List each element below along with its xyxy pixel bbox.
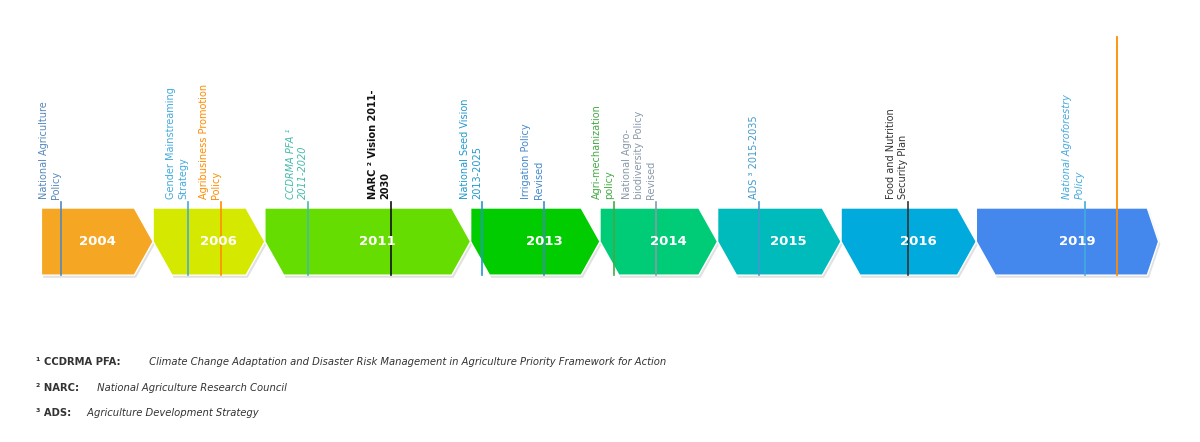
Text: National Seed Vision
2013-2025: National Seed Vision 2013-2025 xyxy=(460,99,482,199)
Text: 2014: 2014 xyxy=(650,235,686,248)
Text: NARC ² Vision 2011-
2030: NARC ² Vision 2011- 2030 xyxy=(368,90,391,199)
Text: Agribusiness Promotion
Policy: Agribusiness Promotion Policy xyxy=(199,84,221,199)
Text: ADS ³ 2015-2035: ADS ³ 2015-2035 xyxy=(749,116,758,199)
Polygon shape xyxy=(155,210,266,278)
Text: 2013: 2013 xyxy=(527,235,563,248)
Polygon shape xyxy=(978,210,1160,278)
Text: Gender Mainstreaming
Strategy: Gender Mainstreaming Strategy xyxy=(166,88,188,199)
Polygon shape xyxy=(473,210,601,278)
Polygon shape xyxy=(42,208,154,275)
Polygon shape xyxy=(719,210,842,278)
Text: Agriculture Development Strategy: Agriculture Development Strategy xyxy=(84,408,258,418)
Polygon shape xyxy=(266,210,473,278)
Polygon shape xyxy=(842,210,978,278)
Text: ¹ CCDRMA PFA:: ¹ CCDRMA PFA: xyxy=(36,358,120,367)
Polygon shape xyxy=(600,208,718,275)
Text: National Agriculture Research Council: National Agriculture Research Council xyxy=(94,383,287,392)
Polygon shape xyxy=(265,208,470,275)
Text: National Agro-
biodiversity Policy
Revised: National Agro- biodiversity Policy Revis… xyxy=(622,111,656,199)
Polygon shape xyxy=(470,208,600,275)
Text: ³ ADS:: ³ ADS: xyxy=(36,408,71,418)
Polygon shape xyxy=(718,208,841,275)
Text: ² NARC:: ² NARC: xyxy=(36,383,79,392)
Text: Climate Change Adaptation and Disaster Risk Management in Agriculture Priority F: Climate Change Adaptation and Disaster R… xyxy=(146,358,666,367)
Text: National Agriculture
Policy: National Agriculture Policy xyxy=(38,102,61,199)
Polygon shape xyxy=(43,210,155,278)
Text: Agri-mechanization
policy: Agri-mechanization policy xyxy=(592,104,614,199)
Text: National Agroforestry
Policy: National Agroforestry Policy xyxy=(1062,95,1085,199)
Text: Food and Nutrition
Security Plan: Food and Nutrition Security Plan xyxy=(886,109,908,199)
Text: 2004: 2004 xyxy=(79,235,115,248)
Text: Irrigation Policy
Revised: Irrigation Policy Revised xyxy=(521,124,544,199)
Text: 2011: 2011 xyxy=(359,235,396,248)
Text: 2019: 2019 xyxy=(1058,235,1096,248)
Text: CCDRMA PFA ¹
2011-2020: CCDRMA PFA ¹ 2011-2020 xyxy=(286,129,308,199)
Polygon shape xyxy=(977,208,1159,275)
Polygon shape xyxy=(154,208,265,275)
Text: 2015: 2015 xyxy=(770,235,808,248)
Text: 2016: 2016 xyxy=(900,235,936,248)
Text: 2006: 2006 xyxy=(200,235,236,248)
Polygon shape xyxy=(601,210,719,278)
Polygon shape xyxy=(841,208,977,275)
